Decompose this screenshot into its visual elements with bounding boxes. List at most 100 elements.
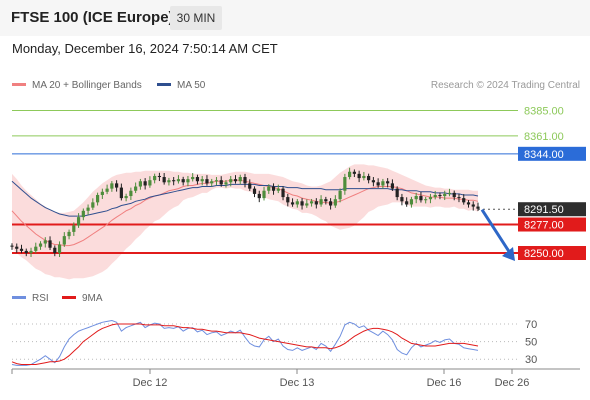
candle-body [95,194,100,203]
candle-body [290,202,295,205]
candle-body [428,197,433,200]
candle-body [419,196,423,201]
candle-body [238,177,242,182]
instrument-title: FTSE 100 (ICE Europe) [11,9,174,26]
rsi-ma-swatch [62,295,76,299]
candle-body [438,194,442,197]
candle-body [172,180,176,182]
candle-body [191,177,195,180]
candle-body [338,190,342,200]
candle-body [471,204,475,207]
candle-body [134,186,138,191]
candle-body [181,179,185,183]
candle-body [34,246,38,251]
timeframe-button[interactable]: 30 MIN [170,6,222,30]
level-tag-8291.50 [518,202,586,217]
time-tick-label: Dec 26 [495,377,530,389]
candle-body [19,248,24,251]
candle-body [229,179,233,183]
candle-body [10,245,14,247]
candle-body [295,201,299,205]
candle-body [67,231,71,237]
candle-body [205,179,209,184]
ma20-line [11,179,479,247]
candle-body [210,181,214,184]
candle-body [476,206,480,209]
candle-body [195,177,200,182]
candle-body [110,183,114,189]
rsi-line [11,319,479,366]
candle-body [115,183,119,188]
time-axis: Dec 12 Dec 13 Dec 16 Dec 26 [11,368,580,389]
candle-body [119,187,123,199]
level-label-8385.00: 8385.00 [524,106,564,118]
candle-body [262,190,266,199]
ma20-swatch [12,82,26,86]
candle-body [162,177,166,183]
candle-body [157,175,162,178]
candle-body [357,173,361,179]
candle-body [91,202,95,208]
candle-body [352,171,356,174]
candle-body [381,181,385,186]
candle-body [395,188,399,198]
candle-body [386,181,390,184]
candle-body [243,177,247,184]
candle-body [38,243,43,247]
candle-body [100,191,104,195]
candle-body [43,240,47,244]
candle-body [86,207,90,211]
time-tick-label: Dec 16 [427,377,462,389]
candle-body [405,201,409,205]
candle-body [276,188,280,191]
candle-body [362,175,366,179]
candle-body [29,250,33,254]
price-panel: 8385.00 8361.00 8344.00 8291.50 8277.00 8250.… [10,106,586,280]
candle-body [309,201,314,204]
candle-body [409,199,414,205]
candle-body [305,203,309,206]
candle-body [81,210,85,218]
candle-body [48,240,52,248]
time-tick-label: Dec 13 [280,377,315,389]
forecast-arrow-head [502,247,515,262]
legend-rsi-label: RSI [32,293,49,304]
level-label-8250.00: 8250.00 [524,248,564,260]
candle-body [257,193,261,199]
chart-header: FTSE 100 (ICE Europe) 30 MIN [0,0,590,36]
candle-body [62,236,66,245]
candle-body [186,179,190,183]
level-label-8277.00: 8277.00 [524,220,564,232]
level-label-8361.00: 8361.00 [524,131,564,143]
candle-body [57,244,62,254]
credit-text: Research © 2024 Trading Central [430,80,580,91]
candle-body [462,198,466,203]
ma50-line [11,180,479,217]
candle-body [167,180,171,183]
time-tick-label: Dec 12 [133,377,168,389]
candle-body [24,250,28,254]
legend-9ma: 9MA [62,293,103,304]
ma50-swatch [157,82,171,86]
level-tag-8277.00 [518,217,586,232]
legend-rsi: RSI [12,293,49,304]
rsi-tick-50: 50 [525,337,537,349]
candle-body [324,199,328,202]
candle-body [252,188,257,194]
candle-body [333,199,337,206]
rsi-tick-30: 30 [525,354,537,366]
candle-body [371,180,375,183]
candle-body [105,188,109,192]
bollinger-band [12,164,478,280]
rsi-panel: 70 50 30 [11,319,537,366]
candle-body [214,180,219,182]
candle-body [219,180,223,185]
candle-body [466,202,471,205]
candle-body [319,199,323,205]
candle-body [424,199,428,201]
candle-body [452,192,456,198]
candle-body [414,196,418,200]
candle-body [443,193,447,197]
candle-body [367,175,371,181]
